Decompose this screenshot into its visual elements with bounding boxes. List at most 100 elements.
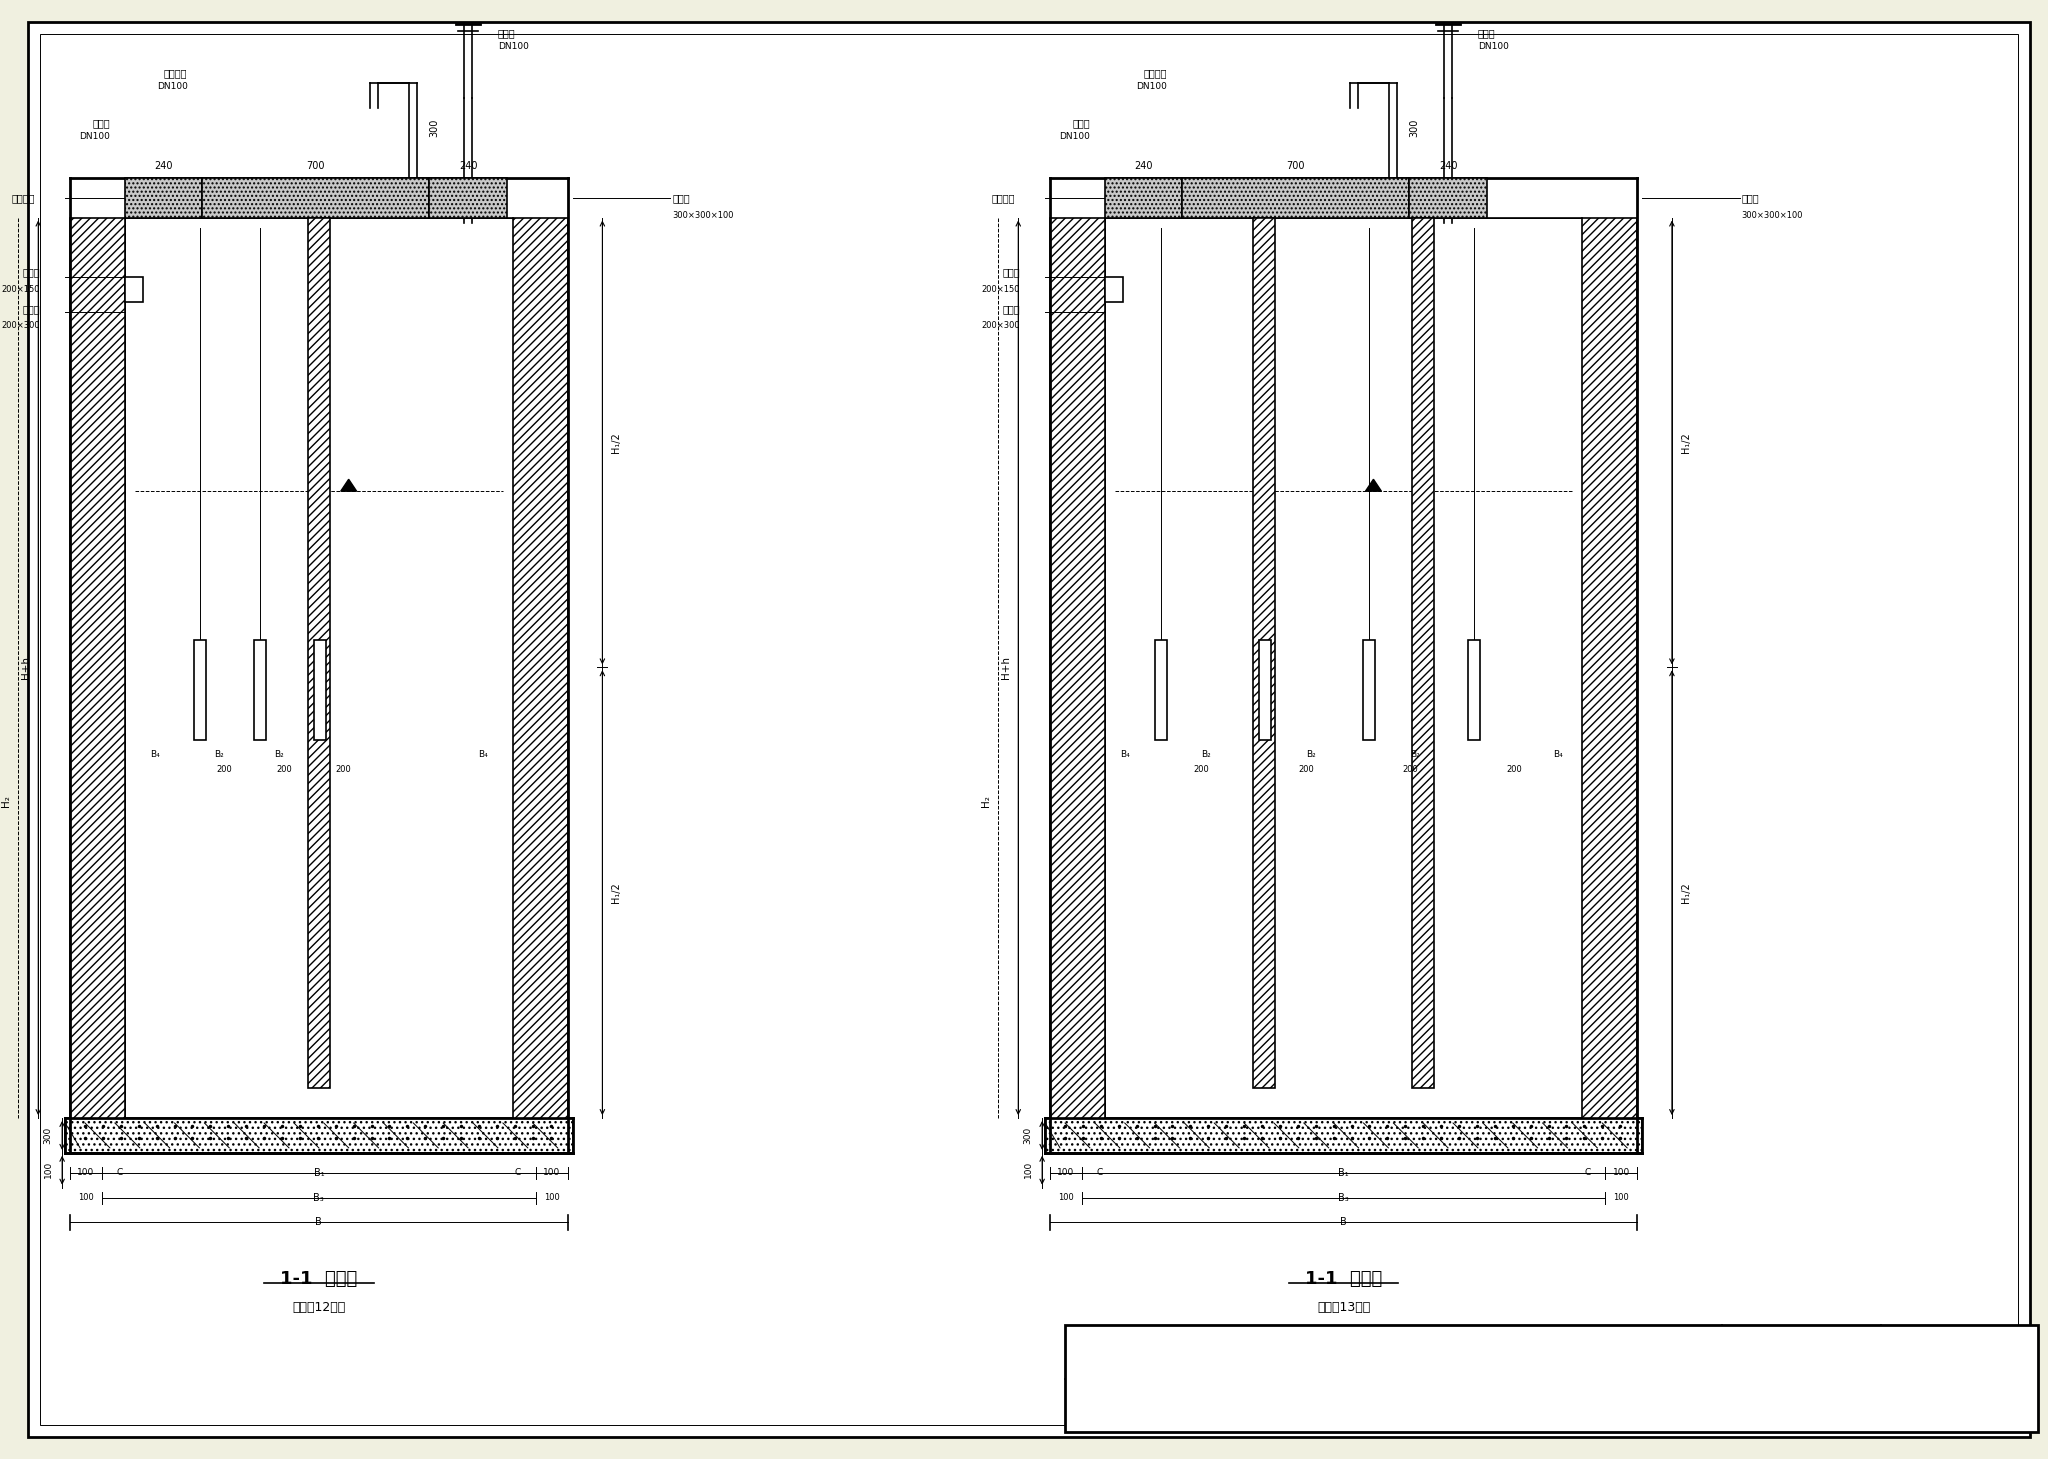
Text: B₂: B₂ <box>1411 750 1419 759</box>
Text: DN100: DN100 <box>1059 131 1090 140</box>
Text: 12号、13号化粪池1-1剖面图（无地下水）: 12号、13号化粪池1-1剖面图（无地下水） <box>1290 1344 1497 1358</box>
Text: B₂: B₂ <box>215 750 223 759</box>
Text: 通气竖管: 通气竖管 <box>164 69 188 79</box>
Bar <box>1104 217 1583 1118</box>
Text: 200: 200 <box>276 766 293 775</box>
Bar <box>313 641 326 740</box>
Text: 100: 100 <box>543 1169 561 1177</box>
Text: H₁/2: H₁/2 <box>610 432 621 452</box>
Text: B₁: B₁ <box>1337 1167 1350 1177</box>
Text: 300: 300 <box>430 118 438 137</box>
Text: 设计: 设计 <box>1526 1401 1540 1411</box>
Text: 100: 100 <box>78 1193 94 1202</box>
Text: 700: 700 <box>1286 160 1305 171</box>
Text: 200: 200 <box>1298 766 1313 775</box>
Text: H+h: H+h <box>1001 657 1012 680</box>
Text: 300: 300 <box>1409 118 1419 137</box>
Bar <box>66 1118 573 1153</box>
Text: H₁/2: H₁/2 <box>610 883 621 903</box>
Text: 200×150: 200×150 <box>2 285 41 293</box>
Text: 100: 100 <box>1612 1169 1630 1177</box>
Bar <box>430 178 506 217</box>
Text: DN100: DN100 <box>1479 42 1509 51</box>
Bar <box>1413 217 1434 1088</box>
Text: 300: 300 <box>43 1126 53 1144</box>
Bar <box>1044 1118 1642 1153</box>
Text: 图集号: 图集号 <box>1790 1344 1812 1357</box>
Text: B₂: B₂ <box>1307 750 1315 759</box>
Text: 200×300: 200×300 <box>981 321 1020 330</box>
Text: 100: 100 <box>1057 1169 1075 1177</box>
Bar <box>1155 641 1167 740</box>
Text: B₄: B₄ <box>150 750 160 759</box>
Bar <box>1182 178 1409 217</box>
Text: （用于13号）: （用于13号） <box>1317 1300 1370 1313</box>
Text: 200: 200 <box>1194 766 1208 775</box>
Text: 通气孔: 通气孔 <box>23 267 41 277</box>
Polygon shape <box>1366 479 1382 492</box>
Bar <box>307 217 330 1088</box>
Text: 240: 240 <box>154 160 172 171</box>
Text: DN100: DN100 <box>80 131 111 140</box>
Bar <box>1051 217 1104 1118</box>
Text: 1-1  剖面图: 1-1 剖面图 <box>1305 1271 1382 1288</box>
Text: 通气竖管: 通气竖管 <box>1145 69 1167 79</box>
Text: 通气孔: 通气孔 <box>1004 267 1020 277</box>
Text: 240: 240 <box>1135 160 1153 171</box>
Text: 通气管: 通气管 <box>1073 118 1090 128</box>
Text: 200: 200 <box>1507 766 1522 775</box>
Bar <box>1260 641 1272 740</box>
Bar <box>195 641 207 740</box>
Text: B₃: B₃ <box>1337 1192 1350 1202</box>
Text: 100: 100 <box>43 1161 53 1179</box>
Bar <box>1583 217 1636 1118</box>
Text: 乙晓: 乙晓 <box>1407 1401 1419 1411</box>
Text: H₂: H₂ <box>2 795 12 807</box>
Text: C: C <box>117 1169 123 1177</box>
Text: B: B <box>315 1217 322 1227</box>
Bar <box>1253 217 1276 1088</box>
Text: 过水孔: 过水孔 <box>23 303 41 314</box>
Text: 100: 100 <box>1059 1193 1073 1202</box>
Bar <box>512 217 567 1118</box>
Text: B₄: B₄ <box>477 750 487 759</box>
Text: 1-1  剖面图: 1-1 剖面图 <box>281 1271 358 1288</box>
Text: DN100: DN100 <box>1137 82 1167 90</box>
Bar <box>1468 641 1481 740</box>
Text: 100: 100 <box>545 1193 559 1202</box>
Text: 审核: 审核 <box>1139 1401 1153 1411</box>
Text: 校对: 校对 <box>1337 1401 1350 1411</box>
Text: 700: 700 <box>307 160 326 171</box>
Text: H₁/2: H₁/2 <box>1681 883 1692 903</box>
Text: 100: 100 <box>78 1169 94 1177</box>
Text: 现浇盖板: 现浇盖板 <box>12 193 35 203</box>
Text: H+h: H+h <box>20 657 31 680</box>
Text: 200×300: 200×300 <box>2 321 41 330</box>
Text: B₂: B₂ <box>274 750 285 759</box>
Bar <box>1104 178 1182 217</box>
Text: 22S701: 22S701 <box>1925 1342 1995 1360</box>
Text: 300×300×100: 300×300×100 <box>1741 212 1802 220</box>
Bar <box>1104 277 1122 302</box>
Text: H₂: H₂ <box>981 795 991 807</box>
Text: 100: 100 <box>1614 1193 1628 1202</box>
Text: 240: 240 <box>459 160 477 171</box>
Text: 100: 100 <box>1024 1161 1032 1179</box>
Text: 200: 200 <box>217 766 231 775</box>
Text: 齐璠静: 齐璠静 <box>1602 1401 1622 1411</box>
Text: 页: 页 <box>1913 1399 1919 1412</box>
Text: 郝总: 郝总 <box>1212 1401 1227 1411</box>
Text: 通气帽: 通气帽 <box>498 29 516 38</box>
Text: 200×150: 200×150 <box>981 285 1020 293</box>
Text: DN100: DN100 <box>498 42 528 51</box>
Text: DN100: DN100 <box>156 82 188 90</box>
Text: 石晓斌: 石晓斌 <box>1434 1401 1452 1411</box>
Text: 300: 300 <box>1024 1126 1032 1144</box>
Bar <box>125 178 203 217</box>
Text: B: B <box>1339 1217 1348 1227</box>
Text: 通气帽: 通气帽 <box>1479 29 1495 38</box>
Text: 管支墩: 管支墩 <box>672 193 690 203</box>
Bar <box>254 641 266 740</box>
Text: C: C <box>514 1169 520 1177</box>
Text: B₄: B₄ <box>1120 750 1130 759</box>
